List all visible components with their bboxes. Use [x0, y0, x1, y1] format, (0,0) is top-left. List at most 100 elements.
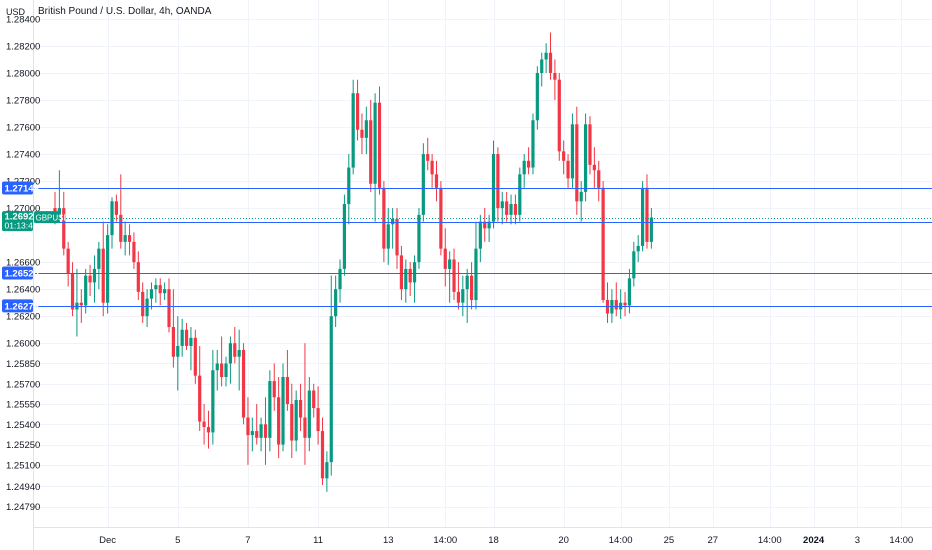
time-axis[interactable]: Dec 5 7 11 13 14:00 18 20 14:00 25 27 14:00 2024 3 14:…	[99, 535, 913, 546]
candle-body	[579, 191, 583, 202]
candle-body	[281, 377, 285, 445]
candle-body	[487, 221, 491, 229]
candle	[171, 289, 175, 368]
candle	[198, 345, 202, 432]
candle-body	[149, 289, 154, 299]
price-tick-label: 1.28200	[6, 41, 40, 52]
candle	[417, 208, 421, 269]
candle	[224, 356, 228, 387]
candle-body	[439, 187, 443, 249]
price-tick-label: 1.27600	[6, 123, 40, 134]
candle	[233, 327, 237, 364]
candle-body	[553, 72, 557, 80]
candle	[106, 224, 110, 314]
candle-body	[351, 93, 355, 168]
candle-body	[557, 79, 561, 152]
candle	[640, 181, 645, 252]
candle	[114, 194, 118, 222]
candle	[66, 241, 70, 287]
candle-body	[404, 268, 408, 290]
candle	[70, 262, 75, 317]
candles-layer	[53, 32, 653, 492]
candle-body	[329, 316, 333, 463]
candle	[597, 160, 601, 202]
candle	[145, 289, 149, 328]
candle-body	[355, 93, 360, 130]
candle	[540, 52, 544, 87]
candle-body	[250, 431, 254, 436]
candle-body	[505, 201, 509, 215]
time-tick-label: 5	[175, 535, 180, 546]
candle-body	[566, 160, 570, 179]
candle-body	[325, 462, 329, 479]
candle-body	[461, 289, 465, 303]
candle	[259, 417, 263, 452]
candle-body	[509, 204, 513, 215]
candle	[518, 167, 522, 222]
candle-body	[386, 224, 390, 249]
candle	[509, 194, 513, 225]
candle-body	[562, 151, 566, 161]
candle	[478, 214, 482, 263]
level-price-tag	[2, 266, 33, 280]
candle-body	[92, 268, 97, 283]
time-tick-label: 14:00	[758, 535, 782, 546]
candle-body	[334, 289, 338, 317]
currency-label[interactable]: USD	[6, 7, 26, 17]
candle-body	[373, 102, 377, 184]
candle	[294, 390, 298, 452]
candle	[176, 316, 180, 391]
candle-body	[632, 251, 636, 279]
candle-body	[583, 124, 588, 192]
candle-body	[198, 375, 202, 422]
candle-body	[141, 291, 145, 317]
candle	[469, 262, 474, 310]
candle-body	[452, 259, 456, 292]
candle-body	[526, 160, 531, 168]
candle-body	[272, 381, 276, 398]
candle-body	[443, 248, 447, 269]
last-price-text: 1.26926	[5, 212, 39, 223]
candle	[522, 154, 526, 188]
candle	[491, 140, 496, 229]
candle-body	[483, 221, 487, 229]
candle	[347, 154, 351, 225]
level-price-tag-text: 1.26520	[5, 268, 39, 279]
candle	[483, 208, 487, 242]
price-tick-label: 1.27400	[6, 150, 40, 161]
candle	[101, 221, 105, 317]
candle	[250, 417, 254, 452]
candle-body	[456, 291, 461, 303]
candle-body	[399, 255, 404, 290]
time-tick-label: 13	[383, 535, 394, 546]
level-price-tag	[2, 299, 33, 313]
candle-body	[649, 217, 653, 242]
candle	[452, 248, 456, 300]
candle	[246, 397, 250, 465]
candle	[592, 147, 596, 188]
candle	[583, 113, 588, 202]
candle	[496, 147, 500, 222]
price-axis[interactable]: 1.28400 1.28200 1.28000 1.27800 1.27600 1.274…	[6, 14, 40, 513]
candle-body	[106, 235, 110, 303]
candle-body	[241, 349, 246, 418]
candle	[268, 370, 272, 452]
candle	[426, 137, 430, 171]
candle	[97, 241, 101, 290]
candle-body	[531, 120, 535, 168]
candle	[316, 386, 320, 445]
time-tick-label: 14:00	[609, 535, 633, 546]
candle	[206, 410, 211, 449]
price-tick-label: 1.26400	[6, 285, 40, 296]
candle-body	[215, 363, 219, 371]
candle	[391, 208, 395, 249]
candle	[272, 363, 276, 411]
candle-body	[132, 241, 136, 263]
time-tick-label: 11	[313, 535, 323, 546]
chart-title: British Pound / U.S. Dollar, 4h, OANDA	[38, 6, 212, 17]
candle	[649, 208, 653, 249]
candle	[163, 282, 167, 300]
candle	[614, 282, 618, 317]
candle-body	[145, 298, 149, 317]
